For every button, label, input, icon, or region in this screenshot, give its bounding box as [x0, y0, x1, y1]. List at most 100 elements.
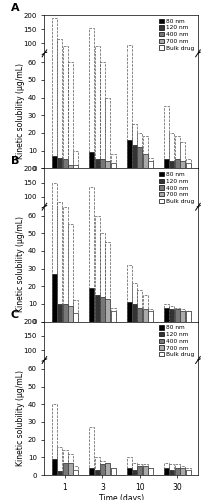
Bar: [180, 377, 185, 378]
Bar: [63, 206, 67, 322]
Bar: [143, 464, 148, 475]
Bar: [105, 60, 110, 72]
Bar: [148, 311, 153, 322]
Bar: [137, 308, 142, 322]
Bar: [186, 468, 191, 475]
Bar: [95, 160, 100, 168]
Bar: [73, 224, 78, 225]
Bar: [164, 462, 169, 475]
Bar: [63, 70, 67, 72]
Bar: [89, 220, 94, 225]
Bar: [148, 158, 153, 168]
Bar: [175, 223, 180, 225]
Bar: [164, 160, 169, 168]
Bar: [68, 71, 73, 72]
Bar: [186, 311, 191, 322]
Bar: [143, 223, 148, 225]
Bar: [95, 221, 100, 225]
Bar: [73, 300, 78, 322]
Bar: [169, 464, 175, 475]
Bar: [63, 160, 67, 168]
Bar: [127, 468, 132, 475]
Bar: [127, 45, 132, 72]
Bar: [68, 376, 73, 378]
Bar: [111, 71, 116, 72]
Bar: [57, 202, 62, 225]
Bar: [105, 376, 110, 378]
Bar: [95, 458, 100, 475]
Bar: [148, 468, 153, 475]
Text: A: A: [11, 3, 19, 13]
Bar: [63, 462, 67, 475]
Bar: [127, 265, 132, 322]
Bar: [111, 224, 116, 225]
Bar: [180, 310, 185, 322]
Bar: [132, 64, 137, 72]
Bar: [95, 46, 100, 72]
Bar: [180, 70, 185, 72]
Bar: [95, 295, 100, 322]
Bar: [164, 222, 169, 225]
Bar: [175, 468, 180, 475]
Bar: [143, 377, 148, 378]
Bar: [52, 367, 57, 378]
Bar: [175, 136, 180, 168]
Bar: [132, 124, 137, 168]
Bar: [186, 224, 191, 225]
X-axis label: Time (days): Time (days): [99, 341, 144, 350]
Bar: [73, 150, 78, 168]
Bar: [137, 466, 142, 475]
Bar: [57, 374, 62, 378]
Bar: [63, 206, 67, 225]
Bar: [127, 140, 132, 168]
Bar: [164, 376, 169, 378]
Bar: [68, 165, 73, 168]
Bar: [57, 446, 62, 475]
Bar: [137, 133, 142, 168]
Bar: [164, 223, 169, 225]
Bar: [137, 290, 142, 322]
Bar: [111, 163, 116, 168]
Bar: [175, 66, 180, 72]
Bar: [68, 222, 73, 225]
Bar: [169, 470, 175, 475]
Bar: [52, 56, 57, 322]
X-axis label: Time (days): Time (days): [99, 494, 144, 500]
Bar: [143, 154, 148, 168]
Bar: [127, 458, 132, 475]
Bar: [137, 464, 142, 475]
Bar: [105, 70, 110, 72]
Bar: [111, 468, 116, 475]
Bar: [127, 302, 132, 322]
Bar: [89, 187, 94, 225]
Bar: [57, 180, 62, 322]
Text: B: B: [11, 156, 19, 166]
Bar: [57, 70, 62, 72]
Bar: [143, 66, 148, 72]
Bar: [127, 222, 132, 225]
Bar: [100, 221, 105, 225]
Bar: [169, 162, 175, 168]
Bar: [52, 459, 57, 475]
Bar: [186, 70, 191, 72]
Bar: [137, 377, 142, 378]
Bar: [148, 70, 153, 72]
Bar: [52, 156, 57, 168]
Bar: [52, 404, 57, 475]
Bar: [137, 220, 142, 225]
Bar: [73, 222, 78, 225]
Bar: [95, 9, 100, 168]
Bar: [89, 69, 94, 72]
Bar: [143, 310, 148, 322]
Bar: [63, 9, 67, 168]
Bar: [73, 71, 78, 72]
Bar: [164, 62, 169, 72]
Bar: [175, 377, 180, 378]
Bar: [175, 464, 180, 475]
Bar: [68, 224, 73, 322]
Bar: [169, 223, 175, 225]
Bar: [63, 304, 67, 322]
Bar: [68, 462, 73, 475]
Bar: [132, 282, 137, 322]
Bar: [169, 133, 175, 168]
